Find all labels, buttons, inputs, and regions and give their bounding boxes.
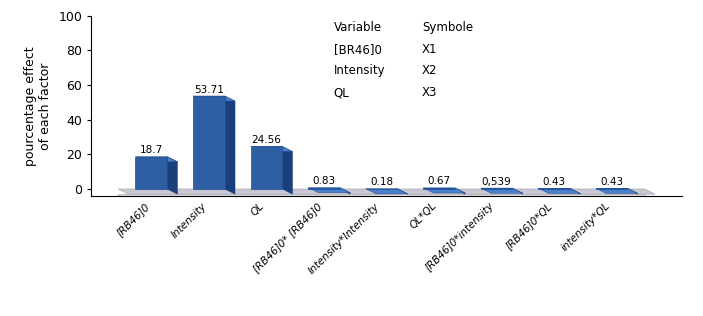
Bar [308, 188, 340, 189]
Text: X3: X3 [422, 86, 437, 99]
Y-axis label: pourcentage effect
of each factor: pourcentage effect of each factor [23, 46, 51, 166]
Text: 0.83: 0.83 [312, 176, 335, 186]
Bar [423, 188, 455, 189]
Polygon shape [366, 189, 408, 194]
Polygon shape [136, 157, 177, 162]
Polygon shape [193, 96, 235, 101]
Polygon shape [455, 188, 465, 194]
Text: 18.7: 18.7 [140, 145, 163, 155]
Text: QL: QL [333, 86, 349, 99]
Text: [BR46]0: [BR46]0 [333, 43, 382, 56]
Polygon shape [167, 157, 177, 194]
Polygon shape [481, 188, 523, 193]
Polygon shape [282, 146, 292, 194]
Polygon shape [570, 188, 580, 194]
Polygon shape [308, 188, 350, 193]
Polygon shape [340, 188, 350, 194]
Polygon shape [118, 189, 655, 194]
Text: X1: X1 [422, 43, 437, 56]
Bar [596, 188, 628, 189]
Polygon shape [512, 188, 523, 194]
Text: Symbole: Symbole [422, 21, 473, 34]
Polygon shape [596, 188, 638, 193]
Text: 53.71: 53.71 [194, 85, 224, 94]
Bar [481, 188, 512, 189]
Text: X2: X2 [422, 64, 437, 77]
Bar [193, 96, 225, 189]
Text: 0.43: 0.43 [543, 177, 566, 187]
Text: 0,539: 0,539 [482, 177, 511, 187]
Polygon shape [628, 188, 638, 194]
Bar [250, 146, 282, 189]
Text: Intensity: Intensity [333, 64, 385, 77]
Polygon shape [423, 188, 465, 193]
Text: 0.18: 0.18 [370, 177, 393, 187]
Polygon shape [225, 96, 235, 194]
Polygon shape [250, 146, 292, 152]
Polygon shape [538, 188, 580, 193]
Bar [538, 188, 570, 189]
Polygon shape [397, 189, 408, 194]
Text: 0.43: 0.43 [600, 177, 623, 187]
Text: 24.56: 24.56 [252, 135, 281, 145]
Text: 0.67: 0.67 [427, 176, 451, 186]
Bar [136, 157, 167, 189]
Text: Variable: Variable [333, 21, 382, 34]
Polygon shape [118, 194, 645, 197]
